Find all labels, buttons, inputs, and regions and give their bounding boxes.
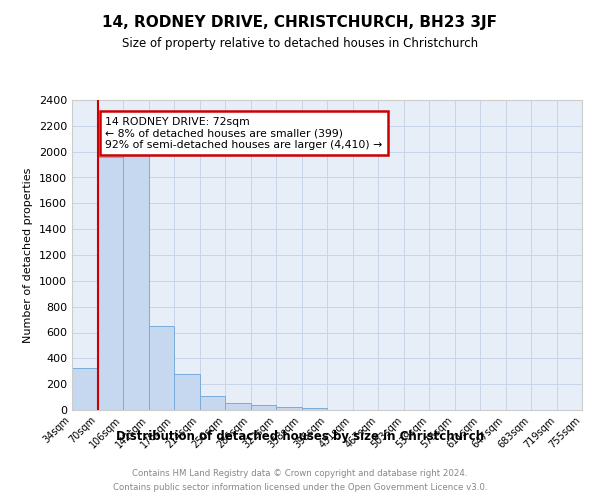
Bar	[72, 368, 97, 410]
Text: Contains HM Land Registry data © Crown copyright and database right 2024.: Contains HM Land Registry data © Crown c…	[132, 468, 468, 477]
Text: 14, RODNEY DRIVE, CHRISTCHURCH, BH23 3JF: 14, RODNEY DRIVE, CHRISTCHURCH, BH23 3JF	[103, 15, 497, 30]
Bar	[123, 152, 149, 410]
Bar	[149, 326, 174, 410]
Text: Contains public sector information licensed under the Open Government Licence v3: Contains public sector information licen…	[113, 484, 487, 492]
Bar	[302, 408, 327, 410]
Bar	[199, 396, 225, 410]
Text: Distribution of detached houses by size in Christchurch: Distribution of detached houses by size …	[116, 430, 484, 443]
Bar	[251, 406, 276, 410]
Bar	[225, 403, 251, 410]
Bar	[97, 157, 123, 410]
Y-axis label: Number of detached properties: Number of detached properties	[23, 168, 34, 342]
Bar	[276, 408, 302, 410]
Text: 14 RODNEY DRIVE: 72sqm
← 8% of detached houses are smaller (399)
92% of semi-det: 14 RODNEY DRIVE: 72sqm ← 8% of detached …	[105, 117, 382, 150]
Text: Size of property relative to detached houses in Christchurch: Size of property relative to detached ho…	[122, 38, 478, 51]
Bar	[174, 374, 199, 410]
